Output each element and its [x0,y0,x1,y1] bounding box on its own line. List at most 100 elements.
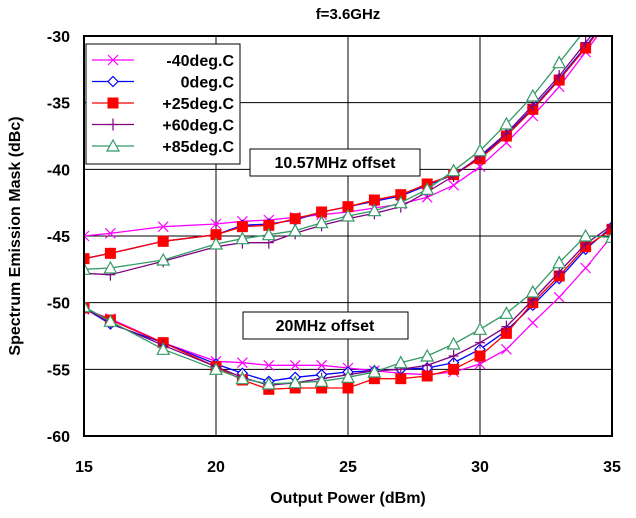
data-point [472,143,488,157]
y-axis-label: Spectrum Emission Mask (dBc) [7,116,24,355]
data-point [500,343,512,355]
data-point [157,221,169,233]
legend-label: +60deg.C [162,118,234,135]
data-point [475,336,485,349]
legend-entry: 0deg.C [92,75,234,92]
data-point [525,284,540,298]
legend-entry: +85deg.C [92,138,234,156]
data-point [367,364,382,378]
data-point [103,314,118,327]
data-point [446,336,461,350]
x-tick-label: 30 [471,459,489,476]
data-point [236,357,248,369]
legend-label: -40deg.C [166,53,234,70]
y-tick-label: -30 [47,29,70,46]
data-point [421,370,433,382]
data-point [527,317,539,329]
data-point [340,370,356,383]
data-point [580,36,591,49]
data-point [607,219,612,232]
data-point [107,54,119,66]
annotation-10-57mhz: 10.57MHz offset [249,148,421,177]
y-tick-label: -50 [47,296,70,313]
legend-entry: +60deg.C [92,118,234,135]
data-point [289,359,301,371]
legend-entry: +25deg.C [92,96,234,113]
data-point [288,223,303,237]
annotation-text: 10.57MHz offset [275,155,397,172]
data-point [105,138,121,152]
data-point [314,215,329,229]
data-point [578,228,593,242]
data-point [580,262,592,274]
data-point [208,236,224,250]
data-point [84,299,92,313]
data-point [84,262,92,275]
y-tick-label: -60 [47,429,70,446]
data-point [104,227,116,239]
data-point [367,203,382,217]
legend-entry: -40deg.C [92,53,234,70]
data-point [420,348,435,362]
data-point [554,70,565,82]
data-point [107,97,119,109]
data-point [210,218,222,230]
data-point [552,255,567,269]
data-point [104,247,116,259]
data-point [604,230,612,243]
series-4 [84,36,612,390]
data-point [499,306,514,319]
annotation-text: 20MHz offset [276,318,375,335]
data-point [393,195,408,209]
legend: -40deg.C 0deg.C +25deg.C +60deg.C +85deg.C [85,43,241,165]
data-point [156,342,171,355]
data-point [103,260,118,274]
plot-frame [83,35,613,437]
data-point [84,230,90,242]
data-point [263,359,275,371]
data-point [236,221,248,233]
y-tick-label: -35 [47,96,70,113]
legend-label: 0deg.C [181,75,235,92]
data-point [235,231,250,245]
data-point [501,320,512,333]
legend-label: +25deg.C [162,96,234,113]
data-point [499,116,514,130]
data-point [393,355,408,369]
y-tick-label: -55 [47,362,70,379]
y-tick-label: -40 [47,162,70,179]
data-point [316,359,328,371]
annotation-20mhz: 20MHz offset [242,311,409,340]
x-tick-label: 25 [339,459,357,476]
legend-label: +85deg.C [162,139,234,156]
data-point [289,213,301,225]
x-tick-label: 15 [75,459,93,476]
data-point [208,362,224,375]
data-point [157,235,169,247]
data-point [448,179,460,191]
data-point [474,350,486,362]
data-point [448,350,459,362]
data-point [446,163,461,177]
y-tick-label: -45 [47,229,70,246]
data-point [156,252,171,266]
series-layer [84,36,612,395]
data-point [472,322,488,335]
data-point [314,374,329,387]
data-point [84,253,90,265]
data-point [288,375,303,389]
data-point [340,208,356,222]
data-point [261,227,276,241]
data-point [420,182,435,195]
annotation-box [242,311,409,340]
data-point [107,75,119,88]
x-tick-label: 20 [207,459,225,476]
data-point [108,118,118,131]
data-point [553,291,565,303]
data-point [342,382,354,394]
data-point [525,88,540,102]
x-tick-label: 35 [603,459,621,476]
data-point [552,55,567,69]
annotation-box [249,148,421,177]
